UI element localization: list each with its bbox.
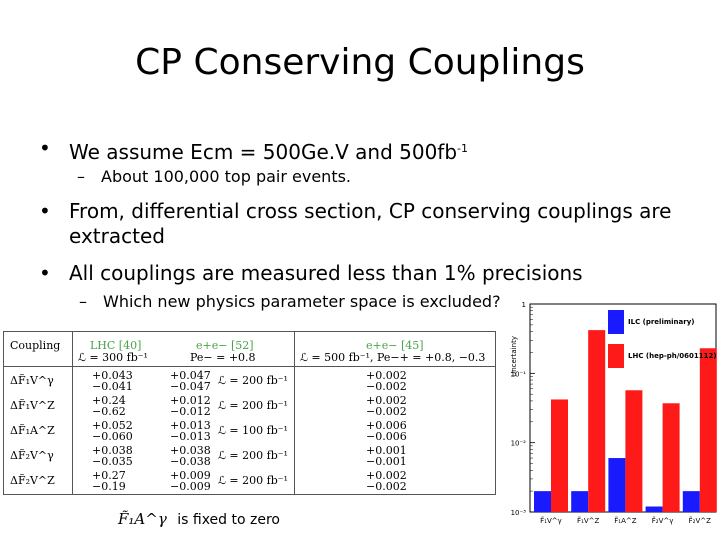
- table-cell-ee2-up: +0.002: [366, 469, 407, 482]
- table-cell-ee2-down: −0.001: [366, 455, 407, 468]
- table-cell-lhc-down: −0.19: [92, 480, 126, 493]
- x-tick-label: F̃₂V^Z: [689, 517, 711, 525]
- x-tick-label: F̃₁V^Z: [577, 517, 599, 525]
- x-tick-label: F̃₁V^γ: [540, 517, 562, 525]
- table-divider: [4, 366, 495, 367]
- subheader-ee2: ℒ = 500 fb⁻¹, Pe−+ = +0.8, −0.3: [300, 351, 486, 364]
- footnote-text: is fixed to zero: [177, 512, 280, 528]
- bullet-2: • From, differential cross section, CP c…: [39, 199, 672, 249]
- table-cell-ee2-up: +0.001: [366, 444, 407, 457]
- table-cell-ee1-down: −0.038: [170, 455, 211, 468]
- table-cell-lhc-up: +0.043: [92, 369, 133, 382]
- bar-ilc: [534, 491, 551, 512]
- table-cell-lhc-down: −0.041: [92, 380, 133, 393]
- bullet-1-sub: – About 100,000 top pair events.: [77, 167, 352, 186]
- header-lhc: LHC [40]: [90, 339, 142, 352]
- table-cell-ee1-up: +0.013: [170, 419, 211, 432]
- table-cell-ee1-down: −0.047: [170, 380, 211, 393]
- bullet-3-sub-text: Which new physics parameter space is exc…: [103, 292, 501, 311]
- bar-lhc: [551, 399, 568, 512]
- table-cell-lumi: ℒ = 200 fb⁻¹: [218, 449, 288, 462]
- table-cell-lumi: ℒ = 200 fb⁻¹: [218, 399, 288, 412]
- table-cell-ee2-up: +0.002: [366, 394, 407, 407]
- table-cell-lhc-up: +0.24: [92, 394, 126, 407]
- y-tick-label: 10⁻³: [511, 509, 527, 517]
- table-cell-ee1-up: +0.047: [170, 369, 211, 382]
- header-coupling: Coupling: [10, 339, 61, 352]
- table-cell-coupling: ΔF̃₁A^Z: [10, 424, 55, 437]
- bullet-1-superscript: -1: [457, 142, 469, 155]
- table-cell-lumi: ℒ = 200 fb⁻¹: [218, 374, 288, 387]
- legend-label: LHC (hep-ph/0601112): [628, 352, 717, 360]
- x-tick-label: F̃₁A^Z: [614, 517, 636, 525]
- subheader-lhc: ℒ = 300 fb⁻¹: [78, 351, 148, 364]
- bullet-dot: •: [39, 261, 51, 285]
- bar-ilc: [608, 458, 626, 512]
- legend-label: ILC (preliminary): [628, 318, 694, 326]
- y-tick-label: 10⁻¹: [511, 370, 527, 378]
- table-col-divider: [72, 332, 73, 494]
- bullet-1: • We assume Ecm = 500Ge.V and 500fb-1: [39, 136, 469, 165]
- header-ee1: e+e− [52]: [196, 339, 254, 352]
- table-cell-lhc-down: −0.060: [92, 430, 133, 443]
- table-cell-ee2-down: −0.006: [366, 430, 407, 443]
- bar-ilc: [645, 506, 663, 512]
- table-cell-ee1-down: −0.012: [170, 405, 211, 418]
- y-axis-label: Uncertainty: [510, 336, 518, 377]
- couplings-table: Coupling LHC [40] e+e− [52] e+e− [45] ℒ …: [3, 331, 496, 495]
- y-tick-label: 10⁻²: [511, 440, 527, 448]
- bullet-3: • All couplings are measured less than 1…: [39, 261, 583, 286]
- table-cell-lumi: ℒ = 100 fb⁻¹: [218, 424, 288, 437]
- table-cell-coupling: ΔF̃₂V^γ: [10, 449, 54, 462]
- table-cell-ee1-up: +0.012: [170, 394, 211, 407]
- table-cell-ee2-up: +0.002: [366, 369, 407, 382]
- subheader-ee1: Pe− = +0.8: [190, 351, 256, 364]
- dash: –: [79, 292, 87, 311]
- bullet-3-text: All couplings are measured less than 1% …: [69, 261, 583, 285]
- table-cell-ee2-up: +0.006: [366, 419, 407, 432]
- table-cell-ee2-down: −0.002: [366, 405, 407, 418]
- table-cell-lhc-down: −0.035: [92, 455, 133, 468]
- bullet-3-sub: – Which new physics parameter space is e…: [79, 292, 501, 311]
- table-cell-ee1-up: +0.038: [170, 444, 211, 457]
- table-cell-lhc-up: +0.052: [92, 419, 133, 432]
- table-cell-lhc-up: +0.038: [92, 444, 133, 457]
- table-cell-lhc-down: −0.62: [92, 405, 126, 418]
- bar-ilc: [571, 491, 589, 512]
- x-tick-label: F̃₂V^γ: [652, 517, 674, 525]
- table-cell-coupling: ΔF̃₂V^Z: [10, 474, 55, 487]
- bullet-2-line2: extracted: [69, 224, 165, 248]
- table-col-divider: [294, 332, 295, 494]
- legend-swatch: [608, 310, 624, 334]
- uncertainty-chart: 1 10⁻¹ 10⁻² 10⁻³ Uncertainty F̃₁V^γ F̃₁V^Z F̃₁A…: [498, 296, 720, 540]
- table-cell-coupling: ΔF̃₁V^γ: [10, 374, 54, 387]
- uncertainty-chart-svg: 1 10⁻¹ 10⁻² 10⁻³ Uncertainty F̃₁V^γ F̃₁V^Z F̃₁A…: [510, 301, 717, 525]
- bar-lhc: [699, 348, 717, 512]
- footnote-symbol: F̃₁A^γ: [118, 510, 167, 528]
- bullet-dot: •: [39, 136, 51, 160]
- bullet-dot: •: [39, 199, 51, 223]
- header-ee2: e+e− [45]: [366, 339, 424, 352]
- table-cell-coupling: ΔF̃₁V^Z: [10, 399, 55, 412]
- bar-lhc: [625, 390, 643, 512]
- bar-ilc: [682, 491, 700, 512]
- bullet-1-sub-text: About 100,000 top pair events.: [101, 167, 352, 186]
- table-cell-ee2-down: −0.002: [366, 380, 407, 393]
- bullet-2-line1: From, differential cross section, CP con…: [69, 199, 672, 223]
- bullet-1-text: We assume Ecm = 500Ge.V and 500fb: [69, 140, 458, 164]
- footnote: F̃₁A^γ is fixed to zero: [118, 510, 280, 528]
- table-cell-lhc-up: +0.27: [92, 469, 126, 482]
- table-cell-ee1-up: +0.009: [170, 469, 211, 482]
- dash: –: [77, 167, 85, 186]
- table-cell-ee1-down: −0.013: [170, 430, 211, 443]
- y-tick-label: 1: [522, 301, 526, 309]
- bar-lhc: [588, 330, 606, 512]
- slide-title: CP Conserving Couplings: [135, 42, 585, 83]
- bar-lhc: [662, 403, 680, 512]
- table-cell-ee2-down: −0.002: [366, 480, 407, 493]
- table-cell-lumi: ℒ = 200 fb⁻¹: [218, 474, 288, 487]
- table-cell-ee1-down: −0.009: [170, 480, 211, 493]
- legend-swatch: [608, 344, 624, 368]
